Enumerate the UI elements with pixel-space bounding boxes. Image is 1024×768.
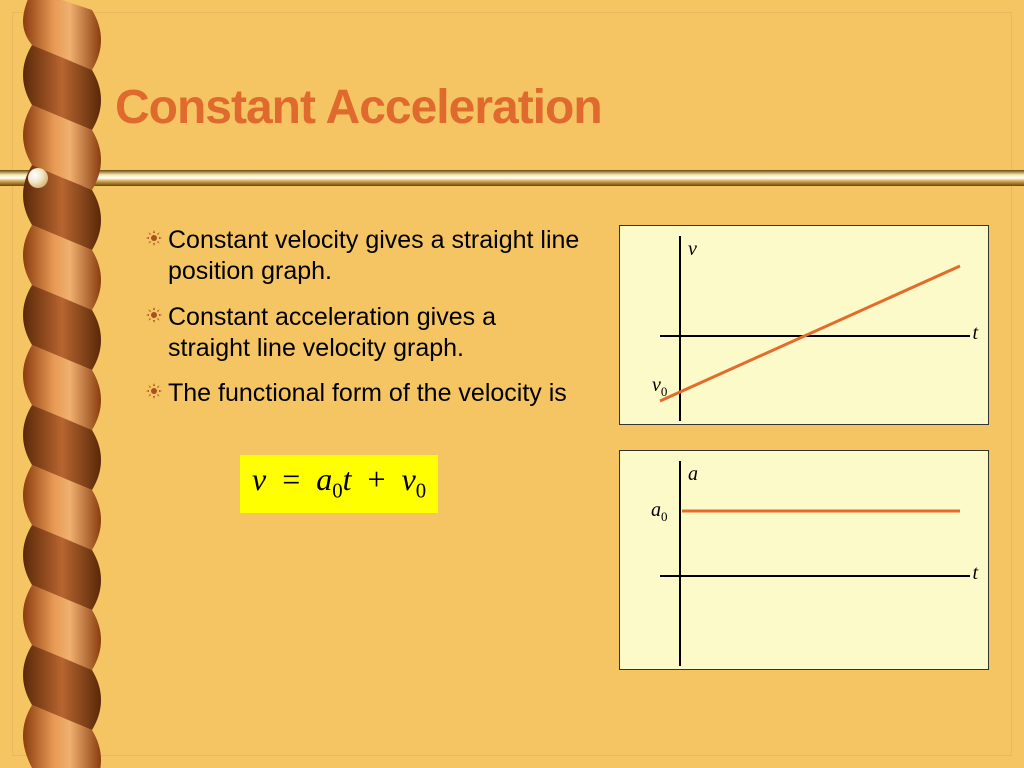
bullet-text: The functional form of the velocity is (168, 378, 567, 409)
v-x-label: t (972, 322, 978, 345)
eq-equals: = (282, 461, 300, 497)
velocity-chart: v t v0 (619, 225, 989, 425)
a0-label: a0 (651, 499, 668, 525)
v0-label: v0 (652, 374, 667, 400)
gear-icon (140, 225, 168, 246)
eq-v0-sub: 0 (416, 479, 426, 502)
eq-v0: v (402, 461, 416, 497)
eq-a-sub: 0 (332, 479, 342, 502)
bullet-item: Constant velocity gives a straight line … (140, 225, 580, 288)
equation: v = a0t + v0 (240, 455, 438, 513)
v-y-label: v (688, 238, 697, 261)
a-x-label: t (972, 562, 978, 585)
v-data-line (660, 266, 960, 401)
spiral-ribbon (20, 0, 105, 768)
bullet-text: Constant acceleration gives a straight l… (168, 302, 580, 365)
divider-bar (0, 170, 1024, 186)
acceleration-chart: a t a0 (619, 450, 989, 670)
gear-icon (140, 378, 168, 399)
bullet-item: The functional form of the velocity is (140, 378, 580, 409)
bullet-list: Constant velocity gives a straight line … (140, 225, 580, 423)
eq-plus: + (368, 461, 386, 497)
slide-title: Constant Acceleration (115, 80, 602, 135)
eq-v: v (252, 461, 266, 497)
eq-t: t (343, 461, 352, 497)
eq-a: a (316, 461, 332, 497)
bullet-item: Constant acceleration gives a straight l… (140, 302, 580, 365)
gear-icon (140, 302, 168, 323)
a-y-label: a (688, 463, 698, 486)
sphere-ornament (28, 168, 48, 188)
bullet-text: Constant velocity gives a straight line … (168, 225, 580, 288)
